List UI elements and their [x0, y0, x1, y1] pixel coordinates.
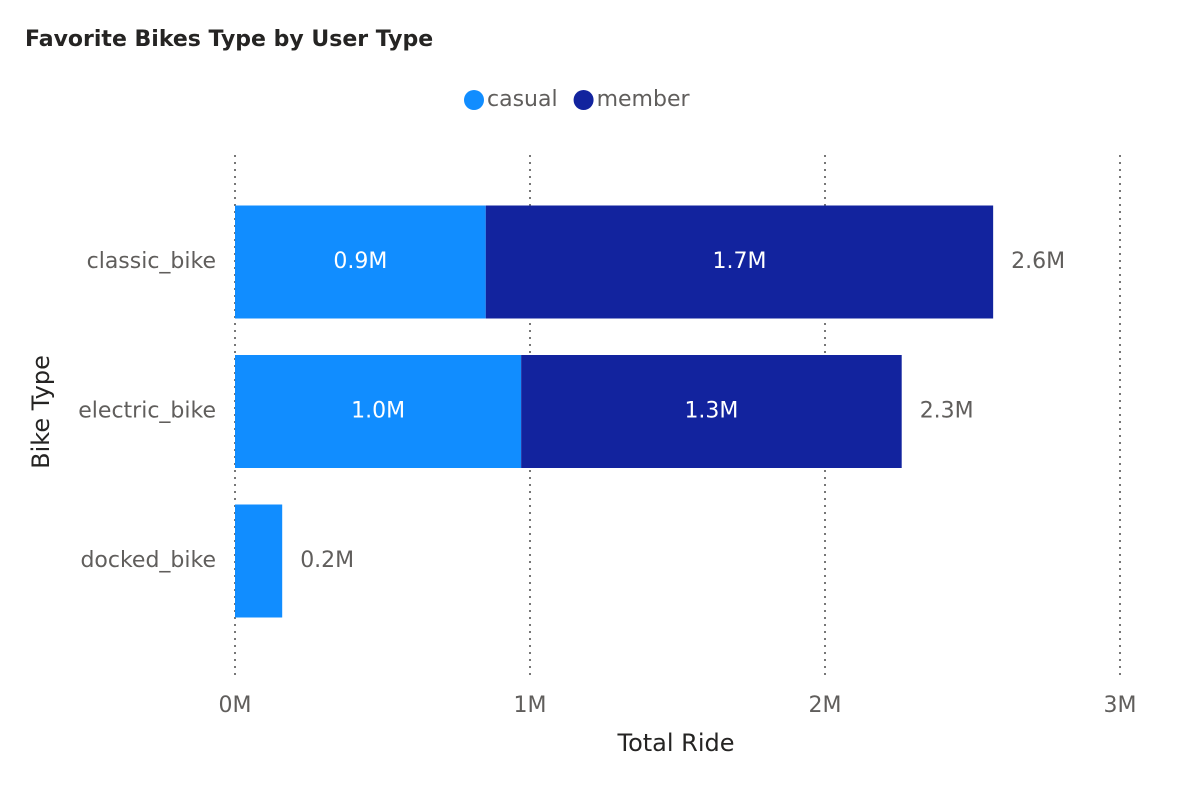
data-label: 1.7M — [712, 249, 766, 274]
legend-label: casual — [487, 87, 558, 112]
y-tick-label: classic_bike — [87, 249, 216, 274]
x-axis-label: Total Ride — [616, 729, 734, 757]
bar-segment — [235, 355, 522, 468]
total-label: 2.3M — [920, 399, 974, 424]
x-tick-label: 0M — [219, 693, 252, 718]
legend-marker — [573, 90, 594, 110]
bar-segment — [235, 504, 283, 618]
data-label: 1.0M — [351, 399, 405, 424]
y-axis-label: Bike Type — [27, 355, 55, 469]
legend-label: member — [597, 87, 691, 112]
data-label: 1.3M — [684, 399, 738, 424]
x-tick-label: 1M — [514, 693, 547, 718]
bar-segment — [521, 355, 902, 468]
total-label: 0.2M — [300, 548, 354, 573]
x-tick-label: 2M — [809, 693, 842, 718]
y-tick-label: electric_bike — [78, 399, 216, 424]
data-label: 0.9M — [333, 249, 387, 274]
x-tick-label: 3M — [1104, 693, 1137, 718]
bar-segment — [235, 205, 486, 319]
chart-title: Favorite Bikes Type by User Type — [25, 27, 433, 52]
bar-segment — [485, 205, 994, 319]
total-label: 2.6M — [1011, 249, 1065, 274]
y-tick-label: docked_bike — [80, 548, 216, 573]
legend-marker — [464, 90, 484, 110]
